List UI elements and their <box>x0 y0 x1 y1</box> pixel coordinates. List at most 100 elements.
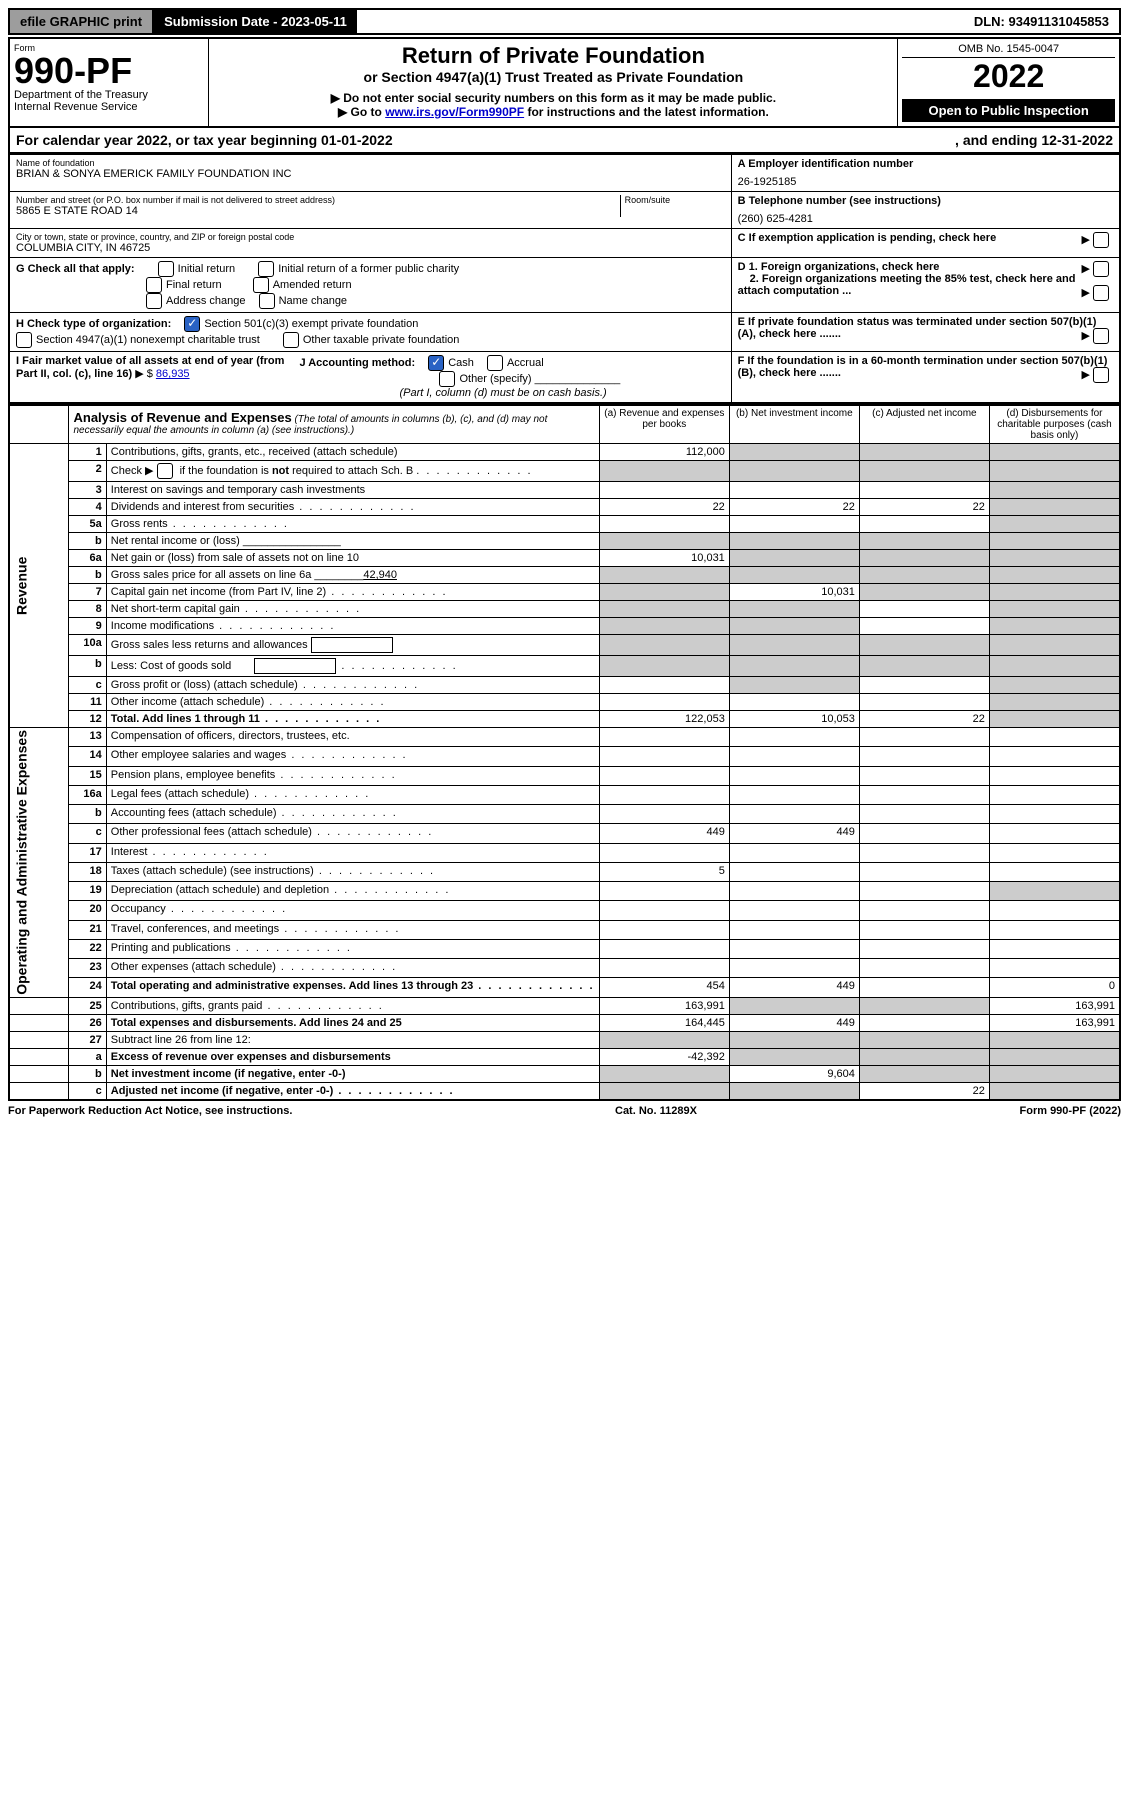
g-name-label: Name change <box>279 295 348 307</box>
d2-checkbox[interactable] <box>1093 285 1109 301</box>
r15-no: 15 <box>69 766 106 785</box>
info-table: Name of foundation BRIAN & SONYA EMERICK… <box>8 154 1121 404</box>
calendar-begin: For calendar year 2022, or tax year begi… <box>16 132 393 148</box>
e-checkbox[interactable] <box>1093 328 1109 344</box>
c-checkbox[interactable] <box>1093 232 1109 248</box>
col-d-header: (d) Disbursements for charitable purpose… <box>989 405 1120 444</box>
r6b-no: b <box>69 567 106 584</box>
r16c-no: c <box>69 824 106 843</box>
r26-a: 164,445 <box>599 1014 729 1031</box>
g-final-checkbox[interactable] <box>146 277 162 293</box>
row-5a: 5a Gross rents <box>9 516 1120 533</box>
r27b-desc: Net investment income (if negative, ente… <box>106 1065 599 1082</box>
form-number: 990-PF <box>14 53 204 89</box>
r21-desc: Travel, conferences, and meetings <box>106 920 599 939</box>
ij-cell: I Fair market value of all assets at end… <box>9 352 731 404</box>
r15-desc: Pension plans, employee benefits <box>106 766 599 785</box>
r2-checkbox[interactable] <box>157 463 173 479</box>
r12-b: 10,053 <box>729 711 859 728</box>
r22-no: 22 <box>69 939 106 958</box>
j-cash-checkbox[interactable]: ✓ <box>428 355 444 371</box>
g-cell: G Check all that apply: Initial return I… <box>9 258 731 313</box>
h-label: H Check type of organization: <box>16 318 171 330</box>
r7-no: 7 <box>69 584 106 601</box>
r10a-no: 10a <box>69 635 106 656</box>
r12-no: 12 <box>69 711 106 728</box>
h-4947-label: Section 4947(a)(1) nonexempt charitable … <box>36 334 260 346</box>
i-value[interactable]: 86,935 <box>156 368 190 380</box>
r1-a: 112,000 <box>599 444 729 461</box>
r9-desc: Income modifications <box>106 618 599 635</box>
r6a-desc: Net gain or (loss) from sale of assets n… <box>106 550 599 567</box>
r21-no: 21 <box>69 920 106 939</box>
d2-label: 2. Foreign organizations meeting the 85%… <box>738 273 1076 297</box>
h-other-checkbox[interactable] <box>283 332 299 348</box>
g-final-label: Final return <box>166 279 222 291</box>
j-other-label: Other (specify) <box>459 373 531 385</box>
h-501c3-checkbox[interactable]: ✓ <box>184 316 200 332</box>
r25-d: 163,991 <box>989 997 1120 1014</box>
r27b-no: b <box>69 1065 106 1082</box>
ein-cell: A Employer identification number 26-1925… <box>731 155 1120 192</box>
g-amended-checkbox[interactable] <box>253 277 269 293</box>
row-27a: a Excess of revenue over expenses and di… <box>9 1048 1120 1065</box>
r16b-desc: Accounting fees (attach schedule) <box>106 805 599 824</box>
r4-c: 22 <box>859 499 989 516</box>
g-initial-checkbox[interactable] <box>158 261 174 277</box>
g-name-checkbox[interactable] <box>259 293 275 309</box>
top-bar-left: efile GRAPHIC print Submission Date - 20… <box>10 10 357 33</box>
r6b-desc: Gross sales price for all assets on line… <box>106 567 599 584</box>
r16a-no: 16a <box>69 785 106 804</box>
r12-c: 22 <box>859 711 989 728</box>
r13-no: 13 <box>69 728 106 747</box>
r26-no: 26 <box>69 1014 106 1031</box>
r26-b: 449 <box>729 1014 859 1031</box>
f-cell: F If the foundation is in a 60-month ter… <box>731 352 1120 404</box>
part1-label: Part I <box>9 405 69 444</box>
f-checkbox[interactable] <box>1093 367 1109 383</box>
g-initial-former-checkbox[interactable] <box>258 261 274 277</box>
r7-desc: Capital gain net income (from Part IV, l… <box>106 584 599 601</box>
r16c-desc: Other professional fees (attach schedule… <box>106 824 599 843</box>
j-label: J Accounting method: <box>299 357 415 369</box>
r10a-desc: Gross sales less returns and allowances <box>106 635 599 656</box>
r24-a: 454 <box>599 978 729 997</box>
row-26: 26 Total expenses and disbursements. Add… <box>9 1014 1120 1031</box>
footer: For Paperwork Reduction Act Notice, see … <box>8 1101 1121 1117</box>
c-cell: C If exemption application is pending, c… <box>731 229 1120 258</box>
r18-desc: Taxes (attach schedule) (see instruction… <box>106 862 599 881</box>
d1-checkbox[interactable] <box>1093 261 1109 277</box>
r24-d: 0 <box>989 978 1120 997</box>
g-amended-label: Amended return <box>273 279 352 291</box>
form-title: Return of Private Foundation <box>213 43 893 69</box>
efile-button[interactable]: efile GRAPHIC print <box>10 10 154 33</box>
r4-desc: Dividends and interest from securities <box>106 499 599 516</box>
r25-a: 163,991 <box>599 997 729 1014</box>
analysis-table: Part I Analysis of Revenue and Expenses … <box>8 404 1121 1101</box>
h-4947-checkbox[interactable] <box>16 332 32 348</box>
r17-desc: Interest <box>106 843 599 862</box>
r5b-no: b <box>69 533 106 550</box>
j-accrual-checkbox[interactable] <box>487 355 503 371</box>
calendar-year-row: For calendar year 2022, or tax year begi… <box>8 128 1121 154</box>
irs-link[interactable]: www.irs.gov/Form990PF <box>385 105 524 119</box>
e-label: E If private foundation status was termi… <box>738 316 1097 340</box>
r27c-desc: Adjusted net income (if negative, enter … <box>106 1082 599 1100</box>
row-22: 22 Printing and publications <box>9 939 1120 958</box>
row-13: Operating and Administrative Expenses 13… <box>9 728 1120 747</box>
row-16c: c Other professional fees (attach schedu… <box>9 824 1120 843</box>
g-address-label: Address change <box>166 295 246 307</box>
j-note: (Part I, column (d) must be on cash basi… <box>399 387 606 399</box>
r26-d: 163,991 <box>989 1014 1120 1031</box>
h-501c3-label: Section 501(c)(3) exempt private foundat… <box>204 318 418 330</box>
r6a-no: 6a <box>69 550 106 567</box>
r18-no: 18 <box>69 862 106 881</box>
row-17: 17 Interest <box>9 843 1120 862</box>
g-address-checkbox[interactable] <box>146 293 162 309</box>
r1-desc: Contributions, gifts, grants, etc., rece… <box>106 444 599 461</box>
r24-b: 449 <box>729 978 859 997</box>
row-3: 3 Interest on savings and temporary cash… <box>9 482 1120 499</box>
j-other-checkbox[interactable] <box>439 371 455 387</box>
r25-desc: Contributions, gifts, grants paid <box>106 997 599 1014</box>
e-cell: E If private foundation status was termi… <box>731 313 1120 352</box>
